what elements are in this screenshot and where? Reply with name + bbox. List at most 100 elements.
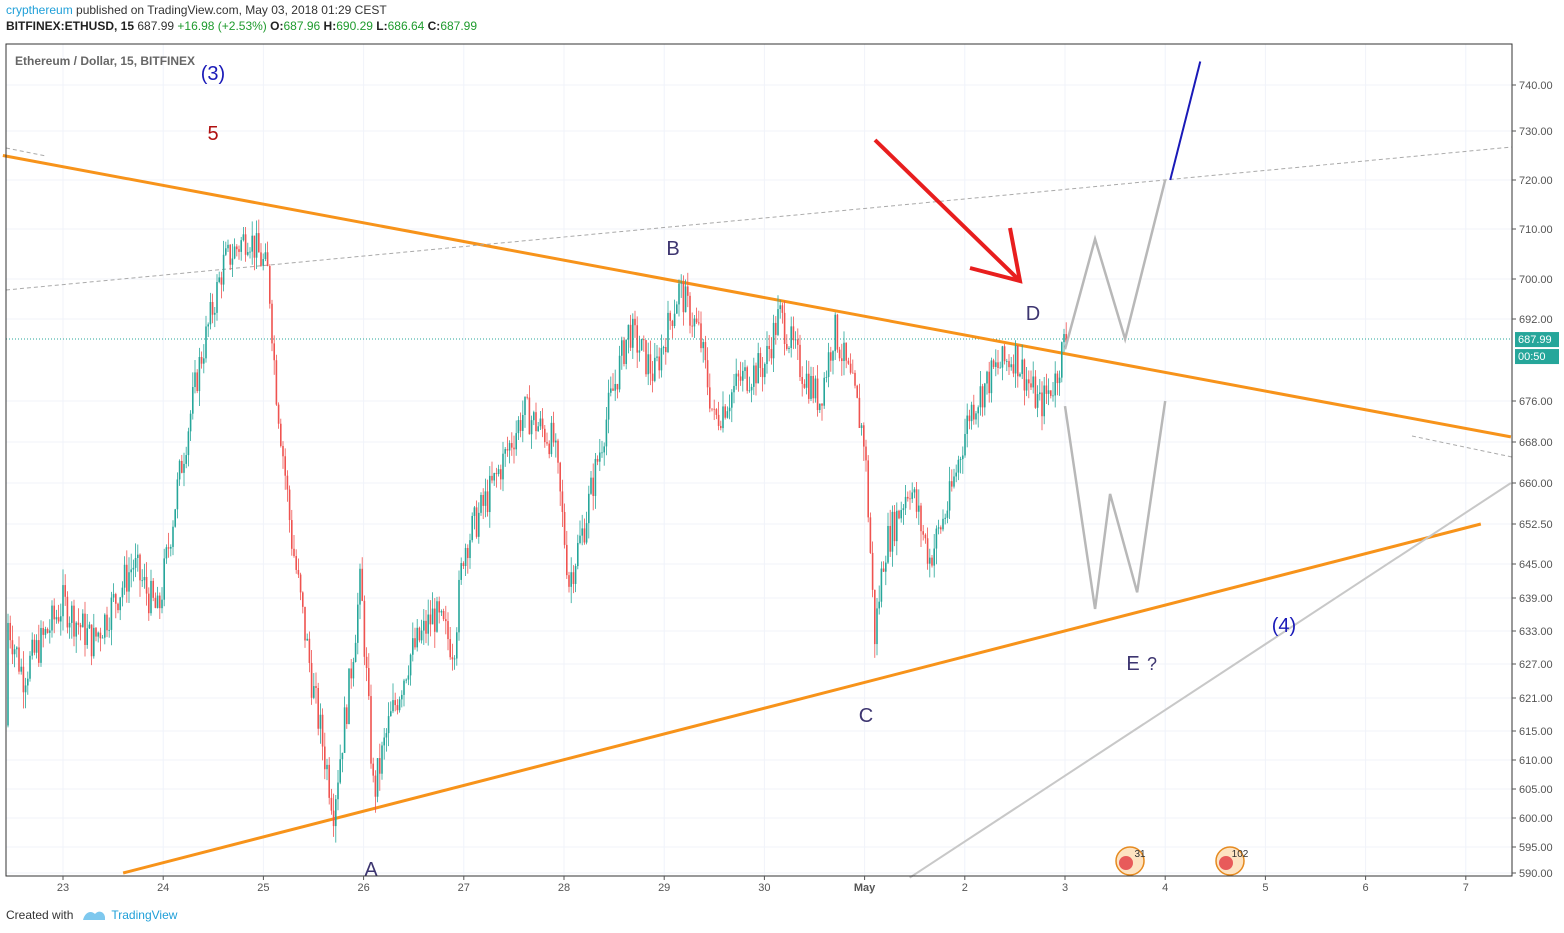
candle-body bbox=[863, 425, 865, 447]
candle-body bbox=[330, 797, 333, 811]
candle-body bbox=[643, 339, 645, 341]
price-tick-label: 740.00 bbox=[1519, 80, 1553, 92]
candle-body bbox=[951, 481, 953, 487]
candle-body bbox=[170, 546, 172, 549]
candle-body bbox=[693, 318, 696, 327]
price-tick-label: 645.00 bbox=[1519, 559, 1553, 571]
price-tick-label: 627.00 bbox=[1519, 659, 1553, 671]
candle-body bbox=[57, 617, 60, 622]
candle-body bbox=[533, 412, 535, 421]
candle-body bbox=[321, 714, 324, 747]
candle-body bbox=[926, 538, 929, 564]
candle-body bbox=[192, 387, 194, 414]
candle-body bbox=[489, 475, 491, 513]
candle-body bbox=[744, 367, 746, 371]
author-link[interactable]: crypthereum bbox=[6, 3, 73, 17]
candle-body bbox=[242, 234, 245, 241]
candle-body bbox=[680, 282, 682, 284]
candle-body bbox=[583, 528, 586, 543]
candle-body bbox=[227, 244, 229, 249]
candle-body bbox=[772, 322, 775, 359]
candle-body bbox=[737, 373, 740, 377]
candle-body bbox=[482, 494, 484, 506]
candle-body bbox=[660, 348, 663, 371]
candle-body bbox=[187, 431, 190, 456]
candle-body bbox=[1041, 392, 1043, 417]
time-tick-label: 27 bbox=[458, 882, 470, 894]
candle-body bbox=[944, 517, 946, 519]
last-price: 687.99 bbox=[137, 19, 175, 33]
candle-body bbox=[812, 375, 814, 399]
candle-body bbox=[240, 240, 242, 252]
candle-body bbox=[1023, 359, 1026, 391]
wave-label: 5 bbox=[207, 123, 218, 145]
candle-body bbox=[816, 378, 819, 411]
price-tick-label: 692.00 bbox=[1519, 314, 1553, 326]
candle-body bbox=[1032, 376, 1034, 388]
candle-body bbox=[885, 562, 887, 572]
price-tick-label: 652.50 bbox=[1519, 519, 1553, 531]
candle-body bbox=[46, 629, 49, 633]
candle-body bbox=[704, 342, 707, 361]
candle-body bbox=[295, 556, 297, 570]
candle-body bbox=[933, 548, 935, 566]
candle-body bbox=[176, 479, 179, 510]
candle-body bbox=[233, 246, 236, 259]
candle-body bbox=[163, 558, 165, 600]
wave-label: B bbox=[666, 238, 679, 260]
candle-body bbox=[810, 375, 812, 399]
candle-body bbox=[592, 477, 594, 496]
candle-body bbox=[849, 363, 852, 373]
candle-body bbox=[130, 569, 132, 573]
candle-body bbox=[973, 404, 975, 420]
candle-body bbox=[44, 629, 47, 635]
candle-body bbox=[552, 422, 555, 443]
price-tick-label: 605.00 bbox=[1519, 784, 1553, 796]
candle-body bbox=[770, 349, 773, 359]
candle-body bbox=[594, 458, 597, 496]
candle-body bbox=[896, 510, 898, 542]
candle-body bbox=[304, 606, 306, 641]
lower-extension-dashed bbox=[1411, 435, 1513, 458]
chart-grid bbox=[6, 44, 1512, 876]
candle-body bbox=[480, 494, 482, 513]
candle-body bbox=[636, 325, 638, 353]
candle-body bbox=[555, 440, 557, 443]
candle-body bbox=[913, 489, 916, 493]
candle-body bbox=[544, 428, 546, 443]
candle-body bbox=[757, 353, 759, 384]
candle-body bbox=[55, 617, 58, 620]
wave-labels: (3) 5 B D C A E ? (4) bbox=[201, 63, 1296, 881]
tradingview-brand-link[interactable]: TradingView bbox=[111, 908, 178, 922]
candle-body bbox=[986, 371, 988, 384]
candle-body bbox=[858, 397, 861, 428]
candle-body bbox=[418, 627, 421, 641]
candle-body bbox=[99, 632, 102, 639]
candle-body bbox=[207, 324, 209, 327]
candle-body bbox=[559, 462, 561, 492]
candle-body bbox=[352, 661, 355, 679]
candle-body bbox=[1028, 379, 1030, 384]
event-badge-count: 31 bbox=[1134, 849, 1146, 860]
candle-body bbox=[748, 390, 751, 392]
candle-body bbox=[808, 373, 810, 399]
candle-body bbox=[1034, 376, 1037, 408]
candle-body bbox=[280, 423, 282, 446]
candle-body bbox=[77, 622, 80, 625]
bullish-scenario bbox=[1063, 179, 1167, 350]
candle-body bbox=[515, 433, 517, 450]
candle-body bbox=[196, 372, 198, 392]
candle-body bbox=[434, 608, 436, 632]
candle-body bbox=[451, 657, 454, 660]
candle-body bbox=[563, 512, 566, 545]
candle-body bbox=[423, 620, 425, 631]
candle-body bbox=[733, 385, 735, 393]
candle-body bbox=[1010, 364, 1012, 368]
candle-body bbox=[517, 420, 520, 434]
candle-body bbox=[475, 507, 478, 537]
candle-body bbox=[775, 322, 777, 335]
candle-body bbox=[588, 493, 590, 524]
candle-body bbox=[31, 639, 33, 656]
candle-body bbox=[605, 419, 608, 447]
